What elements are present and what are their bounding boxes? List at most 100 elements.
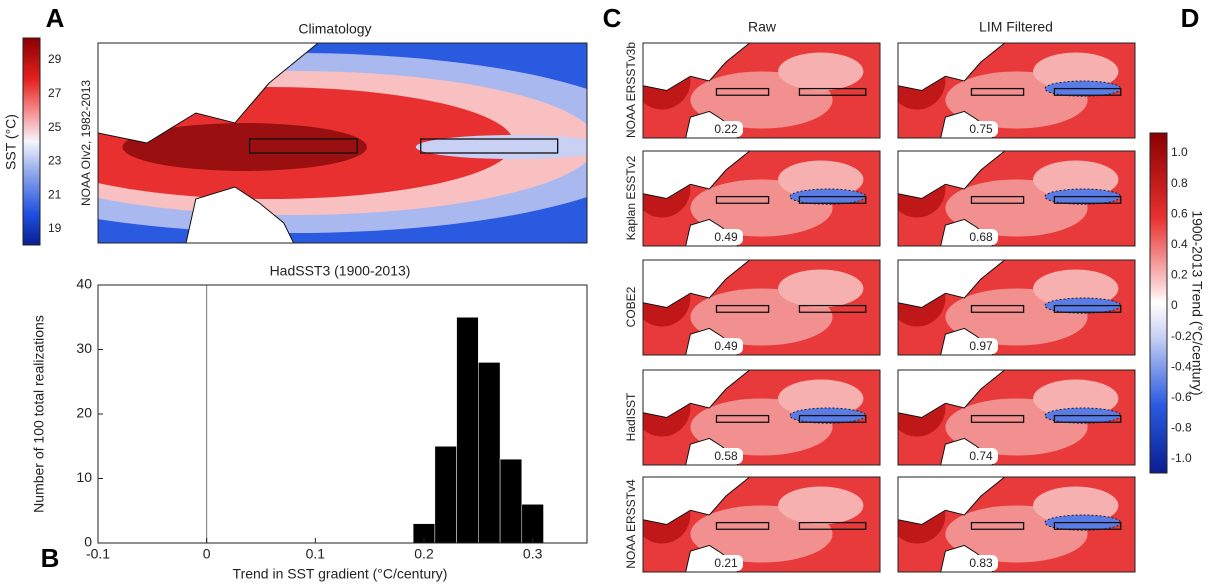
colorbar-tick-label: 29 [48,52,62,66]
x-tick-label: 0 [203,546,211,562]
map [898,151,1135,246]
pale [778,269,864,308]
map [898,370,1135,465]
land [898,151,1006,200]
bar [478,362,501,544]
colorbar-tick-label: 0.2 [1171,268,1188,282]
colorbar-tick-label: 23 [48,154,62,168]
map [98,43,587,243]
x-tick-label: 0.1 [306,546,326,562]
colorbar-tick-label: -0.4 [1171,359,1192,373]
map-frame [642,369,881,466]
column-title: Raw [748,19,777,35]
chart-title: HadSST3 (1900-2013) [270,263,411,279]
value-box [709,338,743,354]
region-box [798,195,867,204]
region-box [798,414,867,423]
colorbar-tick-label: -1.0 [1171,451,1192,465]
land [643,43,751,92]
y-tick-label: 20 [76,405,92,421]
colorbar [1149,132,1168,474]
value-box [709,229,743,245]
skill-value: 0.21 [714,556,738,570]
panel-label: D [1181,3,1200,33]
x-tick-label: -0.1 [86,546,110,562]
value-box [964,338,998,354]
skill-value: 0.68 [969,230,993,244]
skill-value: 0.97 [969,339,993,353]
land [643,477,751,526]
colorbar [22,37,41,246]
row-label: Kaplan ESSTv2 [624,155,638,240]
land [643,151,751,200]
region-box [798,521,867,530]
panel-label: B [41,543,60,573]
map-frame [642,42,881,139]
bar [499,458,523,544]
column-title: LIM Filtered [979,19,1053,35]
pale [1033,269,1119,308]
dataset-label: NOAA OIv2, 1982-2013 [79,80,93,206]
colorbar-tick-label: 0.6 [1171,206,1188,220]
land [643,370,751,419]
bar [434,446,457,544]
skill-value: 0.75 [969,122,993,136]
region-box [715,304,770,313]
map [898,260,1135,355]
colorbar-tick-label: -0.2 [1171,329,1192,343]
pale [778,379,864,418]
pale [1033,379,1119,418]
pale [1033,486,1119,525]
value-box [964,555,998,571]
row-label: HadISST [624,392,638,441]
region-box [1053,414,1122,423]
colorbar-label: SST (°C) [3,114,19,170]
map-frame [642,259,881,356]
map-frame [642,476,881,573]
pale [778,486,864,525]
x-axis-label: Trend in SST gradient (°C/century) [233,566,448,582]
y-tick-label: 40 [76,276,92,292]
region-box [970,87,1025,96]
y-tick-label: 30 [76,340,92,356]
region-box [715,414,770,423]
map [898,43,1135,138]
y-tick-label: 10 [76,469,92,485]
colorbar-tick-label: -0.8 [1171,421,1192,435]
map [643,260,880,355]
panel-label: C [603,3,622,33]
region-box [1053,87,1122,96]
map-frame [897,369,1136,466]
land [898,370,1006,419]
region-box [1053,521,1122,530]
value-box [709,121,743,137]
skill-value: 0.49 [714,230,738,244]
colorbar-tick-label: -0.6 [1171,390,1192,404]
colorbar-tick-label: 19 [48,221,62,235]
region-box [970,521,1025,530]
map-frame [97,42,588,244]
region-box [420,138,559,154]
pale [778,52,864,91]
pale [778,160,864,199]
value-box [964,448,998,464]
map-frame [897,259,1136,356]
region-box [715,521,770,530]
map-title: Climatology [298,21,371,37]
y-tick-label: 0 [84,534,92,550]
map [643,477,880,572]
region-box [715,87,770,96]
map [643,43,880,138]
row-label: NOAA ERSSTv4 [624,479,638,569]
bar [521,504,544,544]
map [898,477,1135,572]
skill-value: 0.58 [714,449,738,463]
colorbar-tick-label: 0.4 [1171,237,1188,251]
land [185,186,295,243]
pale [1033,52,1119,91]
region-box [970,304,1025,313]
value-box [964,229,998,245]
value-box [709,555,743,571]
land [898,260,1006,309]
